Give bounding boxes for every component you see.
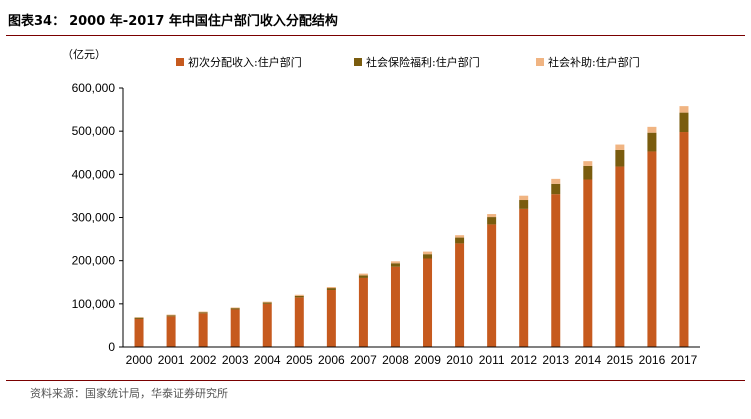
x-tick-label: 2005: [286, 353, 313, 367]
bar-segment-series-1: [166, 316, 176, 347]
bar-segment-series-1: [455, 243, 465, 347]
x-tick-label: 2006: [318, 353, 345, 367]
legend-swatch: [354, 58, 362, 66]
bar-segment-series-1: [134, 318, 144, 347]
x-tick-label: 2000: [126, 353, 153, 367]
x-tick-label: 2004: [254, 353, 281, 367]
bar-segment-series-3: [583, 161, 593, 166]
legend-item-label: 初次分配收入:住户部门: [188, 55, 302, 69]
bar-segment-series-3: [487, 214, 497, 218]
bar-segment-series-2: [134, 317, 144, 319]
bar-segment-series-3: [390, 261, 400, 264]
y-tick-label: 500,000: [72, 124, 116, 138]
bar-segment-series-1: [583, 179, 593, 347]
bar-segment-series-3: [647, 126, 657, 133]
bar-segment-series-1: [647, 151, 657, 347]
bar-segment-series-1: [423, 258, 433, 347]
bar-segment-series-2: [615, 149, 625, 167]
bar-segment-series-2: [679, 112, 689, 133]
x-tick-label: 2003: [222, 353, 249, 367]
x-tick-label: 2002: [190, 353, 217, 367]
x-tick-label: 2007: [350, 353, 377, 367]
bar-segment-series-3: [358, 273, 368, 276]
bar-segment-series-2: [358, 275, 368, 278]
legend-item-label: 社会保险福利:住户部门: [366, 55, 480, 69]
bar-segment-series-2: [326, 288, 336, 291]
bar-segment-series-3: [294, 294, 304, 296]
legend-item-label: 社会补助:住户部门: [548, 55, 640, 69]
x-tick-label: 2001: [158, 353, 185, 367]
legend-swatch: [176, 58, 184, 66]
bar-segment-series-1: [519, 208, 529, 347]
chart-title: 图表34： 2000 年-2017 年中国住户部门收入分配结构: [8, 10, 338, 29]
x-tick-label: 2016: [639, 353, 666, 367]
bar-segment-series-2: [166, 315, 176, 317]
bar-segment-series-2: [198, 312, 208, 314]
x-tick-label: 2013: [542, 353, 569, 367]
x-tick-label: 2015: [607, 353, 634, 367]
y-tick-label: 600,000: [72, 81, 116, 95]
y-axis: 0 100,000 200,000 300,000 400,000 500,000 600,…: [72, 81, 124, 354]
bar-segment-series-1: [198, 313, 208, 347]
bar-segment-series-3: [455, 235, 465, 238]
bar-segment-series-1: [390, 266, 400, 347]
bar-segment-series-1: [487, 224, 497, 347]
footer-divider: [6, 380, 745, 381]
bar-segment-series-3: [230, 307, 240, 309]
x-tick-label: 2009: [414, 353, 441, 367]
bar-segment-series-2: [519, 200, 529, 209]
y-tick-label: 200,000: [72, 254, 116, 268]
bar-segment-series-2: [583, 165, 593, 180]
bar-segment-series-3: [198, 311, 208, 313]
legend-swatch: [536, 58, 544, 66]
bar-segment-series-2: [647, 132, 657, 152]
bar-segment-series-3: [551, 178, 561, 184]
bars: [134, 106, 689, 347]
bar-segment-series-3: [423, 251, 433, 255]
bar-segment-series-2: [455, 237, 465, 244]
title-divider: [6, 35, 745, 36]
x-tick-label: 2014: [574, 353, 601, 367]
y-tick-label: 100,000: [72, 297, 116, 311]
bar-segment-series-1: [326, 290, 336, 347]
legend: 初次分配收入:住户部门 社会保险福利:住户部门 社会补助:住户部门: [176, 55, 640, 69]
bar-segment-series-3: [679, 106, 689, 113]
bar-segment-series-1: [615, 166, 625, 347]
title-text: 2000 年-2017 年中国住户部门收入分配结构: [69, 14, 338, 29]
bar-segment-series-2: [230, 308, 240, 310]
source-note: 资料来源：国家统计局，华泰证券研究所: [30, 387, 228, 400]
x-tick-label: 2008: [382, 353, 409, 367]
bar-segment-series-1: [679, 132, 689, 347]
y-tick-label: 0: [108, 340, 115, 354]
bar-segment-series-2: [262, 302, 272, 304]
title-label: 图表34：: [8, 14, 66, 29]
x-axis: 2000 2001 2002 2003 2004 2005 2006 2007 2008 2009…: [123, 346, 700, 367]
bar-segment-series-3: [262, 301, 272, 303]
bar-segment-series-1: [262, 303, 272, 347]
x-tick-label: 2012: [510, 353, 537, 367]
bar-segment-series-3: [166, 314, 176, 316]
bar-segment-series-2: [551, 183, 561, 195]
bar-segment-series-1: [230, 309, 240, 347]
bar-segment-series-3: [519, 195, 529, 201]
y-axis-unit-label: （亿元）: [62, 48, 106, 61]
bar-segment-series-1: [294, 297, 304, 347]
y-tick-label: 300,000: [72, 211, 116, 225]
x-tick-label: 2011: [479, 353, 505, 367]
bar-segment-series-2: [423, 254, 433, 259]
stacked-bar-chart: （亿元） 初次分配收入:住户部门 社会保险福利:住户部门 社会补助:住户部门 0 10…: [62, 48, 700, 367]
bar-segment-series-2: [294, 295, 304, 298]
bar-segment-series-3: [326, 286, 336, 289]
bar-segment-series-1: [358, 277, 368, 347]
y-tick-label: 400,000: [72, 167, 116, 181]
x-tick-label: 2017: [671, 353, 698, 367]
bar-segment-series-1: [551, 194, 561, 347]
bar-segment-series-3: [615, 144, 625, 150]
x-tick-label: 2010: [446, 353, 473, 367]
bar-segment-series-2: [390, 263, 400, 267]
bar-segment-series-2: [487, 217, 497, 225]
